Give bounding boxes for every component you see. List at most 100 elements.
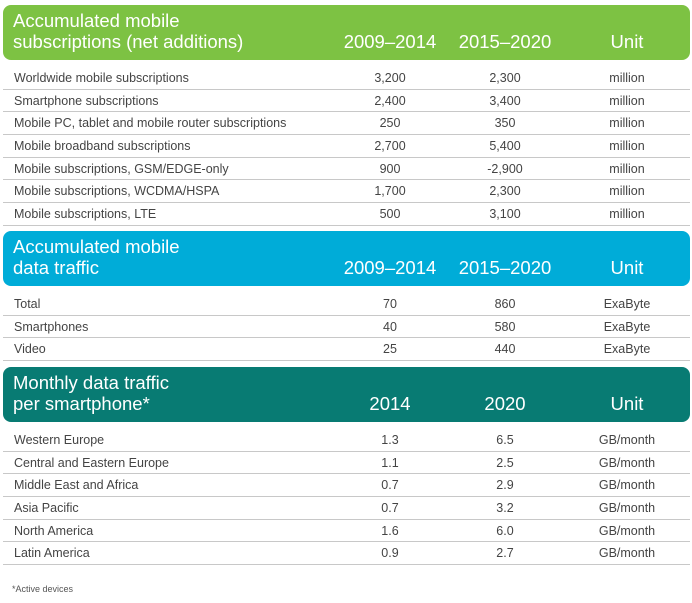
title-line-2: per smartphone* [13, 393, 150, 414]
row-value-2: -2,900 [487, 161, 523, 176]
row-value-2: 2.7 [496, 546, 514, 561]
row-unit: GB/month [598, 433, 656, 447]
row-label: Total [14, 297, 41, 311]
row-value-1: 1,700 [374, 184, 406, 199]
row-unit: million [609, 207, 645, 222]
row-value-2: 580 [494, 319, 516, 334]
footnote: *Active devices [12, 584, 74, 594]
table-row: Mobile PC, tablet and mobile router subs… [3, 112, 690, 136]
subscriptions-table: Accumulated mobile subscriptions (net add… [3, 5, 690, 226]
row-value-2: 3,100 [489, 207, 521, 222]
row-unit: million [609, 139, 645, 154]
row-label: Worldwide mobile subscriptions [14, 71, 189, 85]
row-value-2: 860 [494, 297, 516, 311]
row-label: Asia Pacific [14, 501, 79, 516]
column-header-2: 2020 [484, 393, 526, 414]
row-unit: GB/month [598, 546, 656, 561]
column-header-2: 2015–2020 [458, 257, 552, 278]
title-line-2: subscriptions (net additions) [13, 31, 244, 52]
row-value-1: 1.1 [381, 455, 399, 470]
row-unit: ExaByte [603, 319, 651, 334]
row-unit: million [609, 116, 645, 131]
title-line-1: Monthly data traffic [13, 372, 169, 393]
row-label: Mobile subscriptions, LTE [14, 207, 157, 222]
row-label: Western Europe [14, 433, 105, 447]
row-label: Central and Eastern Europe [14, 455, 169, 470]
column-header-2: 2015–2020 [458, 31, 552, 52]
row-label: Smartphone subscriptions [14, 93, 159, 108]
table-title: Accumulated mobile data traffic [13, 236, 180, 278]
row-value-1: 500 [379, 207, 401, 222]
title-line-2: data traffic [13, 257, 100, 278]
table-row: Mobile broadband subscriptions 2,700 5,4… [3, 135, 690, 158]
table-row: Mobile subscriptions, WCDMA/HSPA 1,700 2… [3, 180, 690, 204]
row-value-1: 40 [383, 319, 397, 334]
column-header-unit: Unit [610, 393, 644, 414]
row-label: Mobile subscriptions, GSM/EDGE-only [14, 161, 229, 176]
table-row: Latin America 0.9 2.7 GB/month [3, 542, 690, 566]
row-value-1: 0.9 [381, 546, 399, 561]
row-unit: GB/month [598, 523, 656, 538]
table-row: Mobile subscriptions, GSM/EDGE-only 900 … [3, 158, 690, 181]
table-header: Accumulated mobile subscriptions (net add… [3, 5, 690, 60]
row-label: Latin America [14, 546, 90, 561]
smartphone-traffic-table: Monthly data traffic per smartphone* 2014… [3, 367, 690, 566]
table-row: North America 1.6 6.0 GB/month [3, 520, 690, 543]
column-header-1: 2014 [369, 393, 411, 414]
table-row: Smartphone subscriptions 2,400 3,400 mil… [3, 90, 690, 113]
row-value-2: 3,400 [489, 93, 521, 108]
row-value-2: 2.9 [496, 478, 514, 493]
table-row: Total 70 860 ExaByte [3, 293, 690, 316]
row-value-1: 3,200 [374, 71, 406, 85]
row-unit: GB/month [598, 478, 656, 493]
row-value-1: 25 [383, 342, 397, 357]
title-line-1: Accumulated mobile [13, 236, 180, 257]
title-line-1: Accumulated mobile [13, 10, 180, 31]
row-value-1: 1.3 [381, 433, 399, 447]
row-value-2: 2,300 [489, 71, 521, 85]
row-label: Video [14, 342, 46, 357]
column-header-1: 2009–2014 [343, 31, 437, 52]
row-value-1: 0.7 [381, 501, 399, 516]
row-value-1: 250 [379, 116, 401, 131]
row-value-2: 6.0 [496, 523, 514, 538]
column-header-unit: Unit [610, 257, 644, 278]
table-row: Asia Pacific 0.7 3.2 GB/month [3, 497, 690, 520]
table-row: Worldwide mobile subscriptions 3,200 2,3… [3, 67, 690, 90]
row-value-1: 1.6 [381, 523, 399, 538]
row-unit: million [609, 161, 645, 176]
row-value-1: 70 [383, 297, 397, 311]
row-value-1: 0.7 [381, 478, 399, 493]
row-value-1: 2,700 [374, 139, 406, 154]
table-row: Mobile subscriptions, LTE 500 3,100 mill… [3, 203, 690, 226]
row-unit: ExaByte [603, 342, 651, 357]
row-label: Mobile PC, tablet and mobile router subs… [14, 116, 287, 131]
row-value-2: 6.5 [496, 433, 514, 447]
table-title: Accumulated mobile subscriptions (net add… [13, 10, 243, 52]
row-unit: GB/month [598, 501, 656, 516]
column-header-1: 2009–2014 [343, 257, 437, 278]
row-value-2: 5,400 [489, 139, 521, 154]
row-label: Smartphones [14, 319, 89, 334]
table-title: Monthly data traffic per smartphone* [13, 372, 169, 414]
row-label: North America [14, 523, 94, 538]
row-value-2: 2,300 [489, 184, 521, 199]
row-value-1: 900 [379, 161, 401, 176]
table-row: Central and Eastern Europe 1.1 2.5 GB/mo… [3, 452, 690, 475]
row-value-2: 440 [494, 342, 516, 357]
table-row: Middle East and Africa 0.7 2.9 GB/month [3, 474, 690, 498]
row-value-2: 350 [494, 116, 516, 131]
row-unit: GB/month [598, 455, 656, 470]
table-header: Accumulated mobile data traffic 2009–2014… [3, 231, 690, 286]
row-unit: million [609, 184, 645, 199]
table-header: Monthly data traffic per smartphone* 2014… [3, 367, 690, 422]
data-traffic-table: Accumulated mobile data traffic 2009–2014… [3, 231, 690, 362]
row-unit: million [609, 71, 645, 85]
table-row: Smartphones 40 580 ExaByte [3, 316, 690, 339]
row-label: Mobile broadband subscriptions [14, 139, 191, 154]
column-header-unit: Unit [610, 31, 644, 52]
row-value-1: 2,400 [374, 93, 406, 108]
row-label: Mobile subscriptions, WCDMA/HSPA [14, 184, 220, 199]
table-row: Western Europe 1.3 6.5 GB/month [3, 429, 690, 452]
row-unit: ExaByte [603, 297, 651, 311]
